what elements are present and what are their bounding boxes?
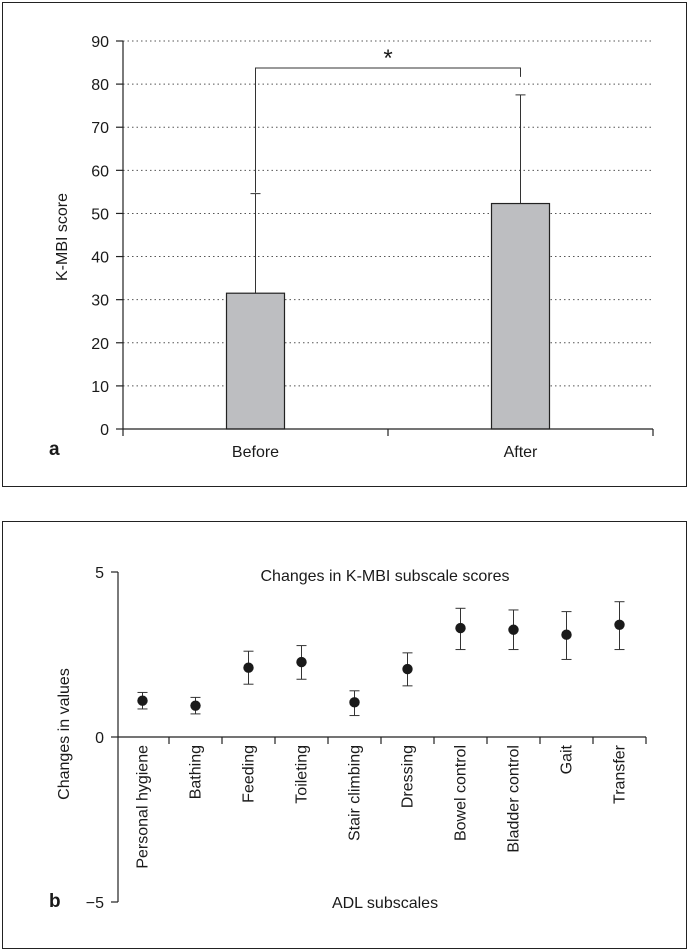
y-tick-label: 30 (91, 293, 109, 310)
y-tick-label: 70 (91, 120, 109, 137)
y-tick-label: 0 (100, 422, 109, 439)
y-tick-label: 60 (91, 163, 109, 180)
x-tick-label: Feeding (241, 745, 258, 803)
x-tick-label: After (504, 444, 538, 461)
x-tick-label: Bowel control (453, 745, 470, 841)
data-point (455, 622, 466, 634)
y-tick-label: 0 (95, 730, 104, 747)
chart-title: Changes in K-MBI subscale scores (261, 568, 510, 585)
x-tick-label: Gait (559, 744, 576, 774)
grid-lines (123, 40, 653, 387)
chart-a: 0 10 20 30 40 50 60 70 80 90 * Before After K-MBI … (49, 34, 654, 461)
panel-letter-b: b (49, 891, 61, 912)
data-point (190, 700, 201, 711)
x-tick-label: Stair climbing (347, 745, 364, 841)
x-tick-label: Personal hygiene (135, 745, 152, 869)
bar-before (225, 292, 286, 430)
data-point (402, 663, 413, 675)
x-tick-label: Before (232, 444, 279, 461)
y-tick-label: 50 (91, 206, 109, 223)
y-tick-label: 5 (95, 565, 104, 582)
data-point (349, 697, 360, 708)
x-axis: Before After (122, 428, 654, 461)
significance-label: * (383, 45, 392, 72)
y-axis-title: K-MBI score (54, 193, 71, 281)
chart-b: −5 0 5 Personal hygiene Bathing Feeding Toile… (49, 565, 647, 912)
y-tick-label: 90 (91, 34, 109, 51)
y-axis: −5 0 5 (86, 565, 119, 912)
x-tick-label: Dressing (400, 745, 417, 808)
data-point (137, 695, 148, 706)
y-tick-label: −5 (86, 895, 104, 912)
data-point (561, 629, 572, 640)
y-tick-label: 40 (91, 250, 109, 267)
data-point (508, 624, 519, 635)
point-series (137, 601, 625, 717)
x-axis: Personal hygiene Bathing Feeding Toileting S… (118, 736, 647, 869)
significance-bracket (255, 67, 521, 193)
y-tick-label: 20 (91, 336, 109, 353)
panel-letter-a: a (49, 439, 60, 460)
data-point (614, 619, 625, 630)
x-axis-title: ADL subscales (332, 895, 438, 912)
y-tick-label: 10 (91, 379, 109, 396)
panel-b: −5 0 5 Personal hygiene Bathing Feeding Toile… (2, 521, 687, 949)
y-axis-ticks: 0 10 20 30 40 50 60 70 80 90 (91, 34, 124, 439)
x-tick-label: Bladder control (506, 745, 523, 853)
data-point (243, 662, 254, 673)
x-tick-label: Bathing (188, 745, 205, 799)
bar-series: * (225, 45, 551, 430)
x-tick-label: Transfer (612, 744, 629, 804)
y-axis-title: Changes in values (56, 668, 73, 800)
x-tick-label: Toileting (294, 745, 311, 804)
bar-after (490, 202, 551, 430)
panel-a: 0 10 20 30 40 50 60 70 80 90 * Before After K-MBI … (2, 2, 687, 487)
y-tick-label: 80 (91, 77, 109, 94)
data-point (296, 656, 307, 668)
